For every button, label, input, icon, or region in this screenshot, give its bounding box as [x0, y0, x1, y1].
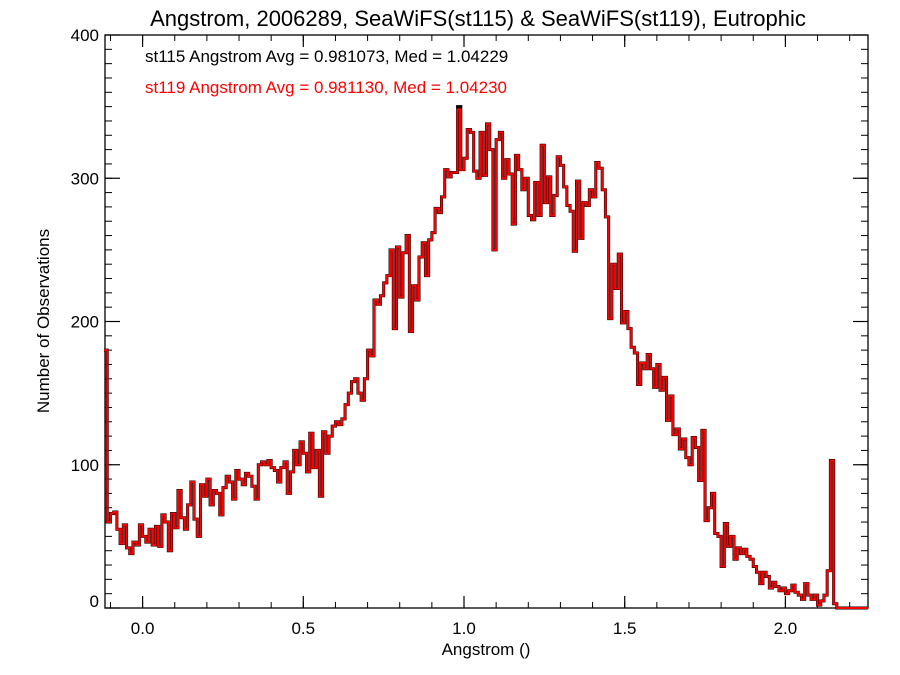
y-tick-label: 200 [71, 313, 99, 332]
x-tick-label: 0.5 [291, 619, 315, 638]
x-tick-label: 1.5 [613, 619, 637, 638]
annotation-st115: st115 Angstrom Avg = 0.981073, Med = 1.0… [145, 47, 508, 66]
series-line-st119 [104, 108, 868, 609]
x-tick-label: 0.0 [131, 619, 155, 638]
annotation-st119: st119 Angstrom Avg = 0.981130, Med = 1.0… [145, 78, 507, 97]
series-line-st115 [104, 105, 868, 610]
y-tick-label: 300 [71, 169, 99, 188]
y-tick-label: 0 [90, 592, 99, 611]
y-axis-label: Number of Observations [34, 229, 53, 413]
series-group [104, 105, 868, 610]
y-tick-label: 100 [71, 456, 99, 475]
axes: 0.0 0.5 1.0 1.5 2.0 0 100 200 300 400 [71, 26, 869, 638]
chart-title: Angstrom, 2006289, SeaWiFS(st115) & SeaW… [150, 6, 806, 31]
x-axis-label: Angstrom () [442, 640, 531, 659]
x-tick-label: 2.0 [774, 619, 798, 638]
x-tick-label: 1.0 [452, 619, 476, 638]
plot-frame [104, 34, 869, 609]
y-tick-label: 400 [71, 26, 99, 45]
